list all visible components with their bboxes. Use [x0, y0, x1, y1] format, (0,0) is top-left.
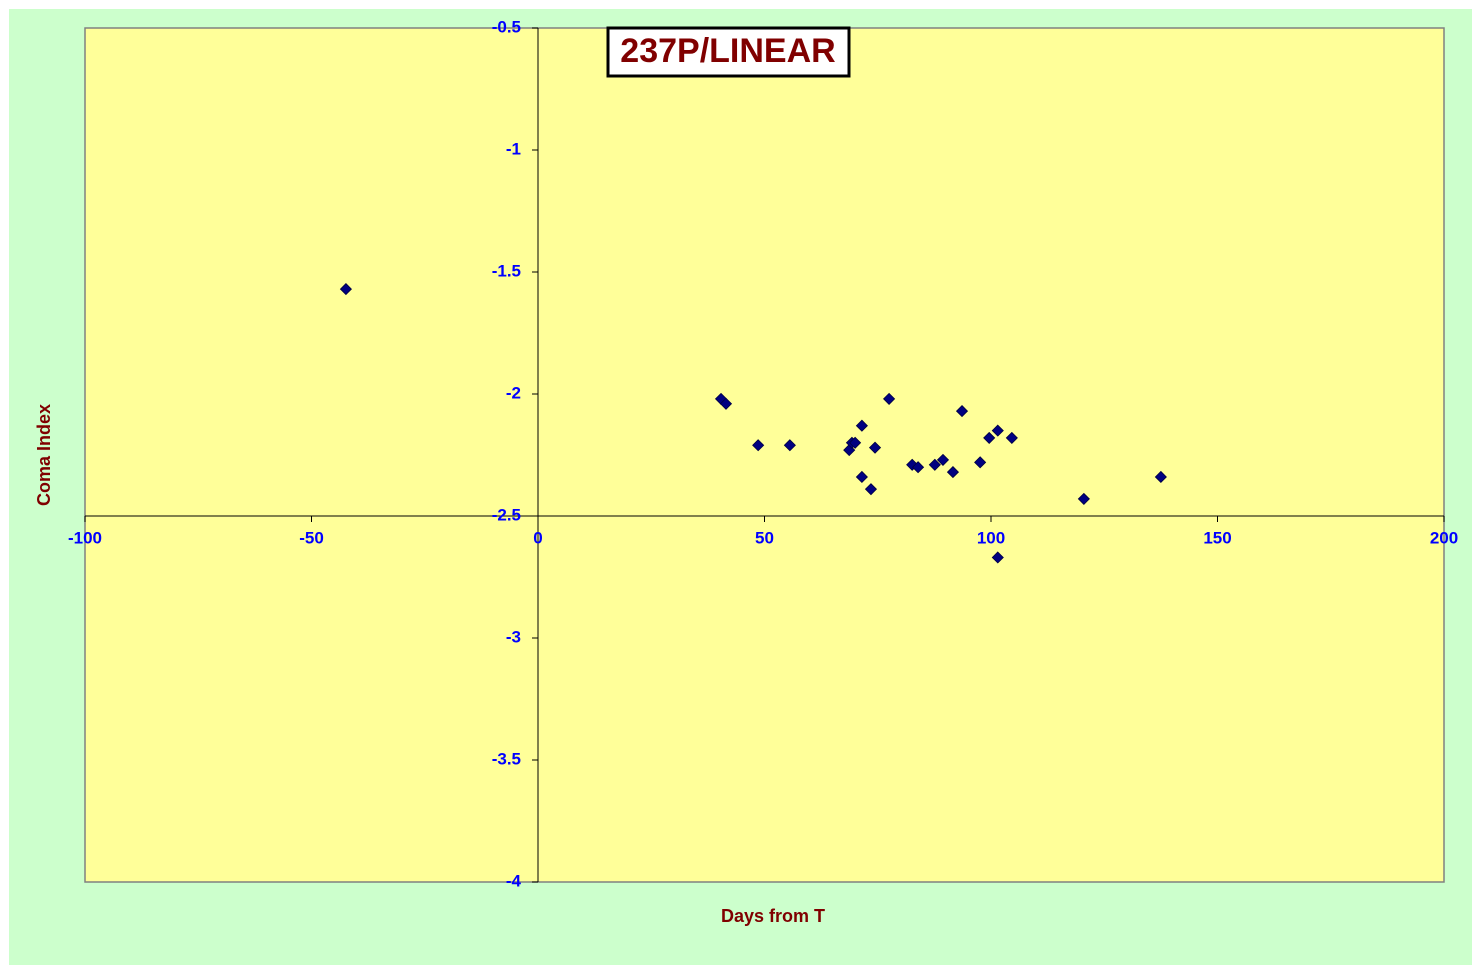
x-tick-label: 50 [755, 528, 774, 547]
y-tick-label: -1.5 [492, 261, 521, 280]
data-point [1005, 431, 1018, 444]
data-point [983, 431, 996, 444]
data-point [1154, 470, 1167, 484]
x-axis-label: Days from T [721, 906, 825, 926]
data-point [991, 551, 1004, 564]
data-point [864, 483, 878, 496]
data-point [339, 283, 352, 296]
plot-area [84, 27, 1445, 883]
x-tick-label: 150 [1203, 528, 1231, 547]
y-tick-label: -2 [506, 383, 521, 402]
x-tick-label: 100 [977, 528, 1005, 547]
data-point [783, 439, 796, 452]
data-point [849, 436, 862, 449]
data-point [928, 458, 941, 471]
data-point [1077, 492, 1090, 505]
data-point [719, 397, 733, 410]
data-point [974, 456, 987, 469]
x-tick-label: 200 [1430, 528, 1458, 547]
y-tick-label: -4 [506, 871, 522, 890]
chart-title: 237P/LINEAR [620, 32, 835, 70]
data-point [936, 453, 950, 466]
data-point [955, 405, 969, 418]
data-point [868, 441, 882, 454]
y-tick-label: -0.5 [492, 17, 521, 36]
data-point [912, 461, 925, 474]
y-tick-label: -3 [506, 627, 521, 646]
data-point [883, 392, 896, 405]
data-point [855, 419, 868, 432]
x-tick-label: 0 [533, 528, 542, 547]
title-box [606, 26, 851, 78]
x-tick-label: -100 [68, 528, 102, 547]
y-tick-label: -2.5 [492, 505, 521, 524]
data-point [946, 466, 960, 479]
y-axis-label: Coma Index [34, 404, 54, 506]
y-tick-label: -3.5 [492, 749, 521, 768]
data-point [991, 424, 1004, 437]
data-point [752, 439, 765, 452]
data-point [855, 470, 868, 484]
y-tick-label: -1 [506, 139, 521, 158]
x-tick-label: -50 [299, 528, 324, 547]
